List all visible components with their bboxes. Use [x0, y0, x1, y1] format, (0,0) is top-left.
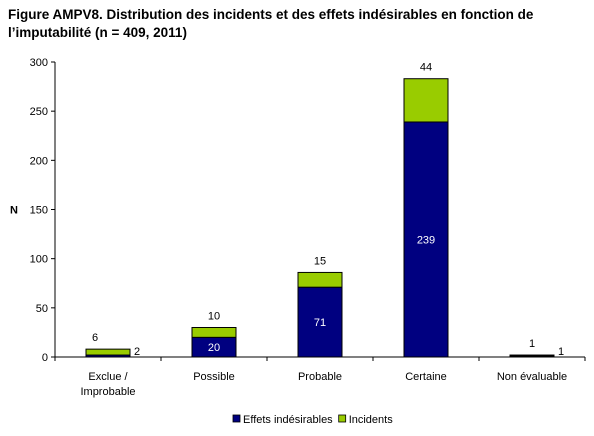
bar-segment-incidents [191, 327, 237, 338]
y-tick-label: 300 [30, 57, 48, 69]
legend-label: Effets indésirables [243, 414, 333, 426]
x-category-label: Certaine [405, 371, 447, 383]
bar-segment-incidents [297, 271, 343, 288]
data-label: 1 [558, 346, 564, 358]
bar-segment-incidents [85, 348, 131, 356]
bar-segment-effets [297, 286, 343, 358]
data-label: 1 [529, 338, 535, 350]
y-axis-label: N [10, 205, 18, 217]
chart-bars [85, 78, 555, 358]
bar-segment-incidents [509, 354, 555, 357]
legend-swatch [338, 414, 347, 423]
data-label: 44 [420, 62, 432, 74]
bar-segment-incidents [403, 78, 449, 123]
data-label: 10 [208, 311, 220, 323]
data-label: 6 [92, 332, 98, 344]
x-category-label: Probable [298, 371, 342, 383]
bar-segment-effets [403, 121, 449, 358]
y-tick-label: 150 [30, 205, 48, 217]
data-label: 2 [134, 346, 140, 358]
data-label: 15 [314, 255, 326, 267]
chart-data-labels: 2 6 20 10 71 15 239 44 1 1 [92, 62, 564, 358]
legend-swatch [232, 414, 241, 423]
y-tick-label: 250 [30, 106, 48, 118]
chart-axes: 0 50 100 150 200 250 300 N Exclue / Improbable Pos… [10, 57, 586, 398]
x-category-label: Possible [193, 371, 235, 383]
x-category-label: Exclue / Improbable [80, 371, 135, 398]
data-label: 239 [417, 234, 435, 246]
chart-title: Figure AMPV8. Distribution des incidents… [8, 7, 534, 40]
data-label: 71 [314, 317, 326, 329]
y-tick-label: 50 [36, 303, 48, 315]
y-tick-label: 0 [42, 352, 48, 364]
x-category-label: Non évaluable [497, 371, 567, 383]
chart-legend: Effets indésirables Incidents [232, 414, 394, 426]
y-tick-label: 200 [30, 155, 48, 167]
legend-label: Incidents [349, 414, 394, 426]
y-tick-label: 100 [30, 254, 48, 266]
data-label: 20 [208, 342, 220, 354]
